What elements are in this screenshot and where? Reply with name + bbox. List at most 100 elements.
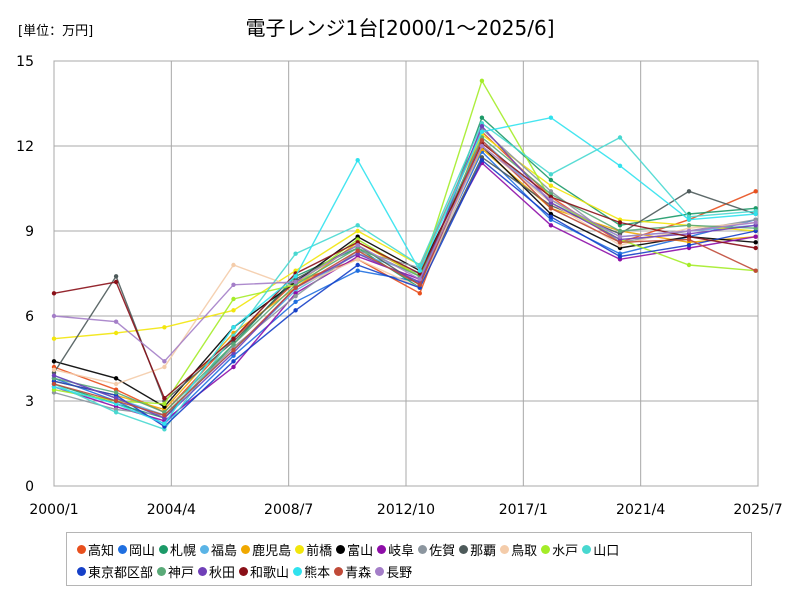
legend-label: 和歌山 [250,565,290,581]
data-point [162,396,167,401]
legend-marker [582,544,592,554]
legend-item: 前橋 [295,540,332,559]
data-point [753,268,758,273]
legend-row: 東京都区部 神戸 秋田 和歌山 熊本 青森 長野 [77,561,416,581]
legend-row: 高知 岡山 札幌 福島 鹿児島 前橋 富山 岐阜 佐賀 那覇 鳥取 水戸 山口 [77,539,623,559]
legend-label: 札幌 [170,543,197,559]
data-point [617,135,623,140]
legend-item: 神戸 [157,562,194,581]
legend-item: 熊本 [293,562,330,581]
data-point [686,243,692,248]
legend-item: 鹿児島 [241,540,291,559]
series-layer [51,78,758,432]
series-8 [51,126,758,418]
legend-label: 福島 [211,543,238,559]
data-point [51,373,57,378]
legend-label: 岐阜 [388,543,415,559]
grid [53,60,759,487]
series-line [53,116,756,425]
data-point [162,413,167,418]
y-tick-label: 6 [25,309,34,325]
legend-item: 秋田 [198,562,235,581]
data-point [162,421,167,426]
legend-label: 高知 [88,543,115,559]
data-point [479,115,485,120]
x-tick-label: 2021/4 [616,502,665,518]
legend-marker [541,544,551,554]
series-line [53,124,756,419]
data-point [293,308,298,313]
data-point [231,325,236,330]
legend-label: 富山 [347,543,374,559]
series-line [53,79,756,405]
series-10 [51,143,758,387]
x-tick-label: 2008/7 [264,502,313,518]
data-point [113,381,119,387]
data-point [51,381,57,387]
data-point [479,143,485,149]
data-point [753,234,758,239]
data-point [51,313,57,319]
data-point [548,177,554,183]
legend-item: 札幌 [159,540,196,559]
legend-item: 東京都区部 [77,562,153,581]
series-line [53,159,756,428]
data-point [293,274,298,279]
data-point [231,262,236,268]
legend-marker [375,566,385,576]
legend-marker [77,566,86,576]
y-tick-label: 0 [25,479,34,495]
data-point [753,189,758,194]
y-tick-label: 12 [16,139,34,155]
data-point [293,279,298,285]
data-point [113,398,119,404]
legend-item: 富山 [336,540,373,559]
series-13 [51,158,758,429]
series-line [53,133,756,340]
data-point [231,282,236,287]
legend-marker [459,544,469,554]
data-point [753,240,758,245]
data-point [355,262,360,268]
legend-item: 福島 [200,540,237,559]
series-line [53,144,756,385]
legend-item: 和歌山 [239,562,289,581]
axes: 0 3 6 9 12 15 2000/1 2004/4 2008/7 2012/10 2017/1 2… [16,54,782,518]
legend-item: 佐賀 [418,540,455,559]
series-line [53,122,756,431]
data-point [686,228,692,234]
data-point [231,308,236,313]
data-point [231,336,236,341]
data-point [355,158,360,163]
data-point [113,390,119,395]
data-point [113,376,119,381]
legend: 高知 岡山 札幌 福島 鹿児島 前橋 富山 岐阜 佐賀 那覇 鳥取 水戸 山口 東京都区部 神戸 秋田 和歌山… [66,532,752,586]
data-point [231,364,236,370]
data-point [355,223,360,228]
legend-label: 長野 [386,565,413,581]
legend-marker [239,566,249,576]
data-point [293,294,298,299]
data-point [548,115,554,120]
data-point [479,158,485,163]
data-point [51,336,57,341]
data-point [548,197,554,202]
data-point [753,211,758,217]
chart-title: 電子レンジ1台[2000/1～2025/6] [245,16,555,40]
legend-label: 鹿児島 [252,543,292,559]
legend-label: 青森 [345,565,372,581]
legend-item: 水戸 [541,540,578,559]
data-point [417,291,422,296]
x-tick-label: 2025/7 [733,502,782,518]
data-point [355,268,360,273]
legend-marker [293,566,303,576]
data-point [231,359,236,364]
legend-label: 佐賀 [429,543,456,559]
data-point [113,279,119,285]
legend-marker [241,544,251,554]
unit-label: [単位：万円] [18,24,94,39]
data-point [113,274,119,279]
series-line [53,144,756,363]
series-line [53,144,756,408]
